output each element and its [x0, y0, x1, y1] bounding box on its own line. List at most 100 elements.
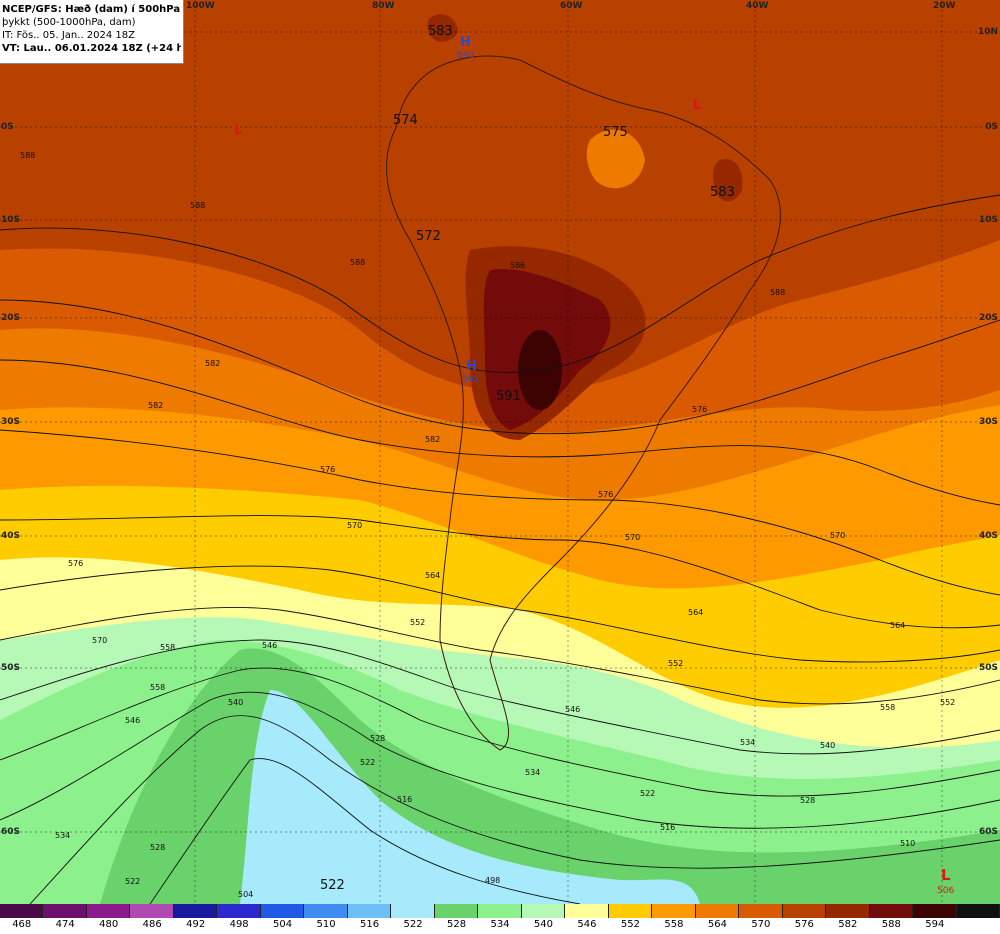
height-contour-label: 540 [228, 698, 243, 707]
colorbar-label: 528 [446, 919, 467, 930]
height-contour-label: 540 [820, 741, 835, 750]
colorbar-label: 558 [664, 919, 684, 930]
height-contour-label: 576 [598, 490, 613, 499]
height-contour-label: 534 [740, 738, 755, 747]
colorbar-label: 588 [881, 919, 901, 930]
thickness-label: 583 [428, 24, 453, 39]
colorbar-cell [826, 904, 870, 918]
lat-label-30s-right: 30S [978, 417, 998, 427]
height-contour-label: 546 [565, 705, 580, 714]
thickness-label: 574 [393, 113, 418, 128]
lat-label-50s: 50S [1, 663, 21, 673]
height-contour-label: 516 [397, 795, 412, 804]
low-center-marker: L [693, 98, 701, 113]
colorbar-cell [478, 904, 522, 918]
height-contour-label: 552 [940, 698, 955, 707]
colorbar-cell [956, 904, 1000, 918]
height-contour-label: 570 [92, 636, 107, 645]
thickness-label: 572 [416, 229, 441, 244]
lon-label-40w: 40W [746, 1, 769, 11]
lon-label-60w: 60W [560, 1, 583, 11]
height-contour-label: 558 [150, 683, 165, 692]
height-contour-label: 510 [900, 839, 915, 848]
colorbar-label: 480 [99, 919, 119, 930]
colorbar-label: 552 [620, 919, 640, 930]
colorbar-label: 474 [55, 919, 75, 930]
height-contour-label: 576 [692, 405, 707, 414]
lat-label-10n: 10N [977, 27, 998, 37]
pressure-centers: H 590 H 592 L 506 L L [234, 35, 954, 896]
height-contour-label: 570 [347, 521, 362, 530]
height-contour-label: 564 [688, 608, 703, 617]
height-contour-label: 558 [160, 643, 175, 652]
height-contour-label: 576 [68, 559, 83, 568]
height-contour-label: 528 [800, 796, 815, 805]
colorbar-cell [130, 904, 174, 918]
colorbar-cell [43, 904, 87, 918]
low-center-marker: L [941, 866, 951, 884]
colorbar-cell [347, 904, 392, 918]
height-contour-label: 516 [660, 823, 675, 832]
lat-label-50s-right: 50S [978, 663, 998, 673]
colorbar-label: 522 [403, 919, 423, 930]
height-contour-label: 522 [640, 789, 655, 798]
height-contour-label: 564 [425, 571, 440, 580]
colorbar-cell [521, 904, 566, 918]
height-contour-label: 528 [370, 734, 385, 743]
colorbar-cell [391, 904, 435, 918]
init-time: IT: Fös.. 05. Jan.. 2024 18Z [2, 30, 136, 41]
colorbar-cell [0, 904, 44, 918]
colorbar-label: 498 [229, 919, 249, 930]
lat-label-60s-right: 60S [978, 827, 998, 837]
colorbar-cell [86, 904, 131, 918]
thickness-colorbar [0, 904, 1000, 918]
coastline [386, 55, 781, 751]
low-center-marker: L [234, 123, 242, 138]
model-title: NCEP/GFS: Hæð (dam) í 500hPa og [2, 4, 181, 15]
colorbar-label: 564 [707, 919, 727, 930]
height-contour-label: 588 [770, 288, 785, 297]
height-contour-label: 582 [148, 401, 163, 410]
colorbar-label: 570 [751, 919, 771, 930]
colorbar-labels: 468 474 480 486 492 498 504 510 516 522 528 534 540 5… [0, 918, 1000, 934]
lat-label-20s-right: 20S [978, 313, 998, 323]
graticule [0, 0, 1000, 904]
lon-label-100w: 100W [186, 1, 215, 11]
height-contour-label: 534 [525, 768, 540, 777]
colorbar-cell [304, 904, 348, 918]
high-center-marker: H [466, 359, 477, 374]
height-contour-label: 588 [190, 201, 205, 210]
lat-label-30s: 30S [1, 417, 21, 427]
lat-label-10s: 10S [1, 215, 21, 225]
band-528 [240, 690, 700, 904]
height-contour-label: 504 [238, 890, 253, 899]
low-center-value: 506 [937, 886, 954, 896]
thickness-label: 591 [496, 389, 521, 404]
high-center-value: 592 [462, 375, 479, 385]
height-contour-label: 588 [350, 258, 365, 267]
colorbar-label: 510 [316, 919, 336, 930]
height-contour-label: 528 [150, 843, 165, 852]
colorbar-cell [434, 904, 479, 918]
colorbar-cell [913, 904, 957, 918]
height-contour-label: 498 [485, 876, 500, 885]
thickness-label: 575 [603, 125, 628, 140]
colorbar-label: 504 [273, 919, 293, 930]
height-contour-label: 576 [320, 465, 335, 474]
colorbar-label: 594 [925, 919, 945, 930]
band-588-patch-1 [713, 159, 743, 202]
lat-label-40s-right: 40S [978, 531, 998, 541]
colorbar-cell [869, 904, 914, 918]
colorbar-label: 576 [794, 919, 814, 930]
thickness-labels: 583 574 575 583 572 591 522 [320, 24, 735, 893]
colorbar-cell [608, 904, 653, 918]
lon-label-80w: 80W [372, 1, 395, 11]
height-contour-label: 552 [668, 659, 683, 668]
valid-time: VT: Lau.. 06.01.2024 18Z (+24 h) [2, 43, 181, 54]
height-contour-label: 546 [125, 716, 140, 725]
band-588-patch-2 [427, 14, 458, 42]
colorbar-cell [565, 904, 609, 918]
thickness-subtitle: þykkt (500-1000hPa, dam) [2, 17, 136, 28]
high-center-value: 590 [457, 51, 474, 61]
colorbar-cell [652, 904, 696, 918]
